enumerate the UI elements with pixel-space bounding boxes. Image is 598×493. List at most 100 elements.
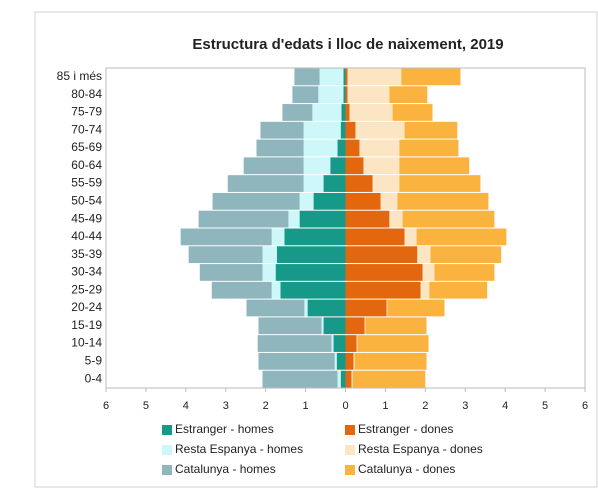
x-tick-label: 6	[103, 400, 109, 412]
bar	[392, 104, 433, 121]
bar	[312, 104, 342, 121]
bar	[180, 228, 272, 246]
bar	[345, 157, 364, 175]
bar	[345, 228, 405, 246]
bar	[288, 210, 300, 228]
bar	[345, 86, 348, 104]
bar	[364, 317, 366, 335]
bar	[401, 68, 461, 86]
bar	[211, 281, 272, 299]
bar	[389, 210, 403, 228]
bar	[304, 299, 308, 317]
bar	[260, 121, 304, 139]
bar	[422, 264, 435, 281]
y-tick-label: 70-74	[71, 122, 102, 136]
bar	[330, 157, 346, 175]
bar	[399, 175, 481, 192]
bar	[188, 246, 263, 264]
bar	[345, 370, 352, 388]
x-tick-label: 1	[303, 400, 309, 412]
bar	[258, 352, 335, 370]
bar	[303, 121, 341, 139]
x-tick-label: 1	[382, 400, 388, 412]
legend-label: Estranger - dones	[358, 422, 453, 436]
x-tick-label: 2	[422, 400, 428, 412]
bar	[345, 246, 418, 264]
bar	[303, 139, 338, 157]
bar	[336, 352, 346, 370]
bar	[429, 281, 488, 299]
y-tick-label: 30-34	[71, 265, 102, 279]
legend-swatch	[162, 465, 172, 475]
bar	[345, 299, 387, 317]
y-tick-label: 0-4	[85, 371, 103, 385]
bar	[276, 246, 346, 264]
bar	[333, 335, 346, 352]
bar	[318, 86, 344, 104]
legend-swatch	[345, 465, 355, 475]
bar	[212, 192, 300, 210]
bar	[280, 281, 346, 299]
bar	[416, 228, 507, 246]
y-tick-label: 75-79	[71, 105, 102, 119]
bar	[430, 246, 502, 264]
legend-swatch	[345, 445, 355, 455]
bar	[386, 299, 388, 317]
bar	[319, 68, 344, 86]
bar	[397, 192, 489, 210]
bar	[227, 175, 304, 192]
bar	[299, 192, 314, 210]
x-tick-label: 4	[502, 400, 508, 412]
x-tick-label: 3	[462, 400, 468, 412]
bar	[334, 352, 337, 370]
y-tick-label: 85 i més	[57, 69, 102, 83]
bar	[343, 68, 346, 86]
bar	[307, 299, 346, 317]
x-tick-label: 6	[582, 400, 588, 412]
bar	[345, 352, 354, 370]
y-tick-label: 25-29	[71, 282, 102, 296]
bar	[198, 210, 289, 228]
bar	[345, 68, 348, 86]
y-tick-label: 40-44	[71, 229, 102, 243]
legend-swatch	[162, 425, 172, 435]
y-tick-label: 15-19	[71, 318, 102, 332]
x-tick-label: 0	[342, 400, 348, 412]
bar	[354, 352, 427, 370]
bar	[271, 281, 281, 299]
bar	[352, 370, 426, 388]
bar	[347, 86, 390, 104]
legend-label: Catalunya - dones	[358, 462, 455, 476]
bar	[345, 192, 381, 210]
bar	[243, 157, 304, 175]
bar	[292, 86, 319, 104]
bar	[345, 139, 360, 157]
legend-label: Resta Espanya - dones	[358, 442, 483, 456]
bar	[353, 352, 355, 370]
bar	[345, 210, 390, 228]
bar	[387, 299, 445, 317]
legend-swatch	[162, 445, 172, 455]
bar	[313, 192, 346, 210]
bar	[340, 370, 346, 388]
bar	[347, 68, 402, 86]
y-tick-label: 5-9	[85, 354, 103, 368]
bar	[399, 139, 459, 157]
bar	[372, 175, 400, 192]
bar	[380, 192, 398, 210]
y-tick-label: 60-64	[71, 158, 102, 172]
bar	[357, 335, 429, 352]
x-tick-label: 3	[223, 400, 229, 412]
y-tick-label: 55-59	[71, 176, 102, 190]
bar	[262, 370, 338, 388]
bar	[349, 104, 393, 121]
legend-label: Estranger - homes	[175, 422, 274, 436]
bar	[303, 175, 324, 192]
bar	[345, 281, 421, 299]
bar	[363, 157, 400, 175]
x-tick-label: 2	[263, 400, 269, 412]
bar	[323, 175, 346, 192]
bar	[345, 335, 357, 352]
bar	[359, 139, 400, 157]
